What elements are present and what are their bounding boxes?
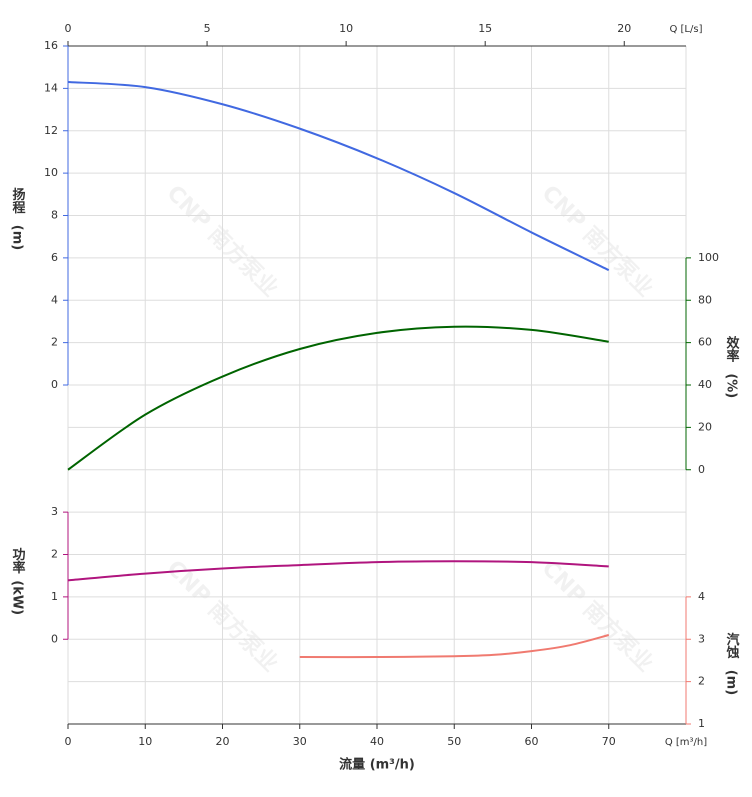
x-tick-label: 50: [447, 735, 461, 748]
curve: [67, 560, 609, 582]
y-tick-label: 2: [51, 548, 58, 561]
x2-unit: Q [L/s]: [669, 24, 702, 35]
x2-tick-label: 20: [617, 22, 631, 35]
curve: [67, 81, 610, 272]
y-tick-label: 4: [51, 293, 58, 306]
x-tick-label: 60: [525, 735, 539, 748]
y-axis-title: 功率: [10, 548, 26, 575]
y-tick-label: 60: [698, 336, 712, 349]
y-axis-unit: (m): [10, 225, 25, 250]
x2-tick-label: 5: [204, 22, 211, 35]
x2-tick-label: 0: [65, 22, 72, 35]
y-tick-label: 1: [698, 717, 705, 730]
watermark: CNP 南方泵业: [537, 180, 659, 302]
y-tick-label: 80: [698, 293, 712, 306]
watermark: CNP 南方泵业: [537, 555, 659, 677]
x-tick-label: 70: [602, 735, 616, 748]
y-tick-label: 40: [698, 378, 712, 391]
y-tick-label: 10: [44, 166, 58, 179]
y-tick-label: 14: [44, 81, 58, 94]
x-tick-label: 10: [138, 735, 152, 748]
x-tick-label: 30: [293, 735, 307, 748]
x-tick-label: 40: [370, 735, 384, 748]
y-axis-title: 扬程: [10, 187, 26, 215]
y-axis-title: 效率: [724, 335, 740, 363]
y-axis-unit: (kW): [10, 580, 25, 615]
x2-tick-label: 10: [339, 22, 353, 35]
x-tick-label: 0: [65, 735, 72, 748]
y-axis-unit: (%): [724, 373, 739, 398]
y-tick-label: 100: [698, 251, 719, 264]
x-tick-label: 20: [216, 735, 230, 748]
y-tick-label: 16: [44, 39, 58, 52]
x-unit: Q [m³/h]: [665, 737, 707, 748]
y-tick-label: 0: [51, 378, 58, 391]
x2-tick-label: 15: [478, 22, 492, 35]
curve: [67, 325, 609, 471]
y-tick-label: 2: [51, 336, 58, 349]
x-axis-title: 流量 (m³/h): [339, 757, 415, 773]
y-axis-title: 汽蚀: [724, 632, 741, 660]
y-tick-label: 2: [698, 675, 705, 688]
curve: [299, 634, 610, 659]
y-tick-label: 4: [698, 590, 705, 603]
y-tick-label: 3: [51, 505, 58, 518]
y-tick-label: 12: [44, 124, 58, 137]
y-tick-label: 1: [51, 590, 58, 603]
y-tick-label: 0: [698, 463, 705, 476]
y-tick-label: 0: [51, 632, 58, 645]
y-tick-label: 20: [698, 420, 712, 433]
y-tick-label: 3: [698, 632, 705, 645]
y-axis-unit: (m): [724, 670, 739, 695]
y-tick-label: 8: [51, 209, 58, 222]
y-tick-label: 6: [51, 251, 58, 264]
